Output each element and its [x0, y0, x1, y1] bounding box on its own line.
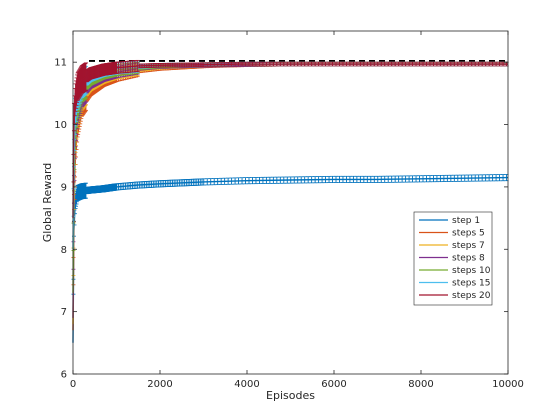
legend-label: steps 7 — [452, 241, 485, 251]
x-tick-label: 2000 — [147, 379, 172, 390]
y-axis: 6 7 8 9 10 11 — [54, 58, 508, 381]
legend: step 1 steps 5 steps 7 steps 8 steps 10 steps… — [413, 211, 493, 306]
legend-label: steps 10 — [452, 266, 491, 276]
y-tick-label: 7 — [61, 307, 67, 318]
series-line — [72, 176, 509, 343]
y-axis-label: Global Reward — [41, 163, 54, 243]
series-line — [72, 63, 508, 219]
y-tick-label: 6 — [61, 370, 67, 381]
plot-frame — [72, 30, 509, 375]
plot-background — [73, 31, 508, 374]
series-step-1 — [71, 174, 509, 343]
legend-box — [413, 211, 493, 306]
x-tick-label: 0 — [70, 379, 76, 390]
legend-label: steps 5 — [452, 229, 485, 239]
x-tick-label: 8000 — [408, 379, 433, 390]
legend-label: steps 15 — [452, 279, 490, 289]
y-tick-label: 10 — [54, 120, 67, 131]
series-layer — [71, 59, 509, 343]
series-steps-20 — [71, 59, 509, 219]
x-axis-label: Episodes — [266, 389, 315, 402]
legend-label: steps 8 — [452, 254, 485, 264]
x-tick-label: 4000 — [234, 379, 259, 390]
legend-label: steps 20 — [452, 291, 491, 301]
x-axis: 0 2000 4000 6000 8000 10000 — [70, 31, 524, 390]
x-tick-label: 6000 — [321, 379, 346, 390]
y-tick-label: 11 — [54, 58, 67, 69]
y-tick-label: 8 — [61, 245, 67, 256]
x-tick-label: 10000 — [492, 379, 524, 390]
y-tick-label: 9 — [61, 182, 67, 193]
legend-label: step 1 — [452, 216, 480, 226]
